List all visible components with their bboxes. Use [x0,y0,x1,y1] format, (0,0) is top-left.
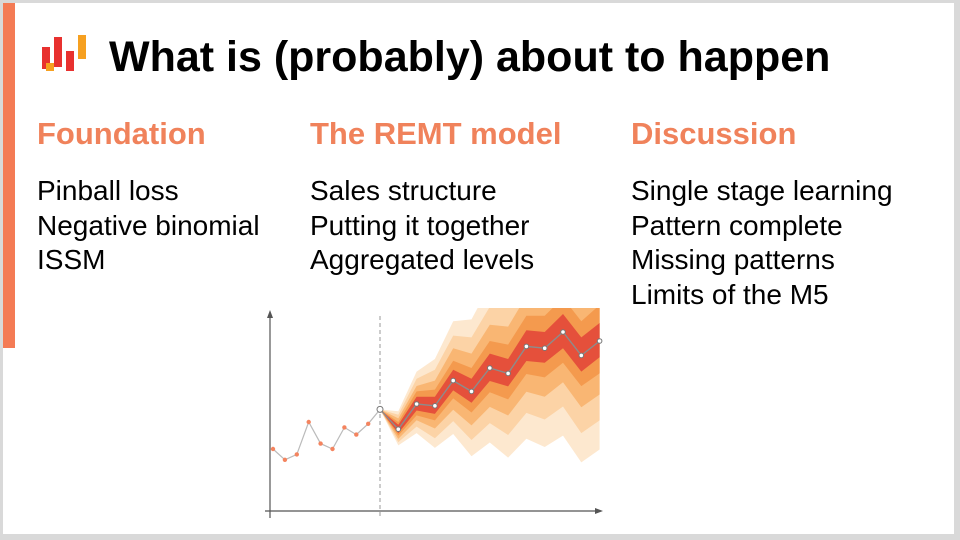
history-point [366,421,371,426]
forecast-point [450,377,456,384]
column-heading: The REMT model [310,116,562,151]
forecast-point [596,338,603,344]
page-title: What is (probably) about to happen [109,33,831,81]
history-point [294,452,299,457]
history-point [330,446,335,452]
list-item: Sales structure [310,175,497,206]
list-item: Limits of the M5 [631,278,829,310]
forecast-point [578,352,585,359]
bar-chart-logo-icon [42,35,86,71]
list-item: Pinball loss [37,175,179,206]
accent-bar [3,3,15,348]
list-item: Putting it together [310,209,530,241]
x-axis-arrow-icon [595,508,603,514]
history-point [282,457,288,462]
column-heading: Discussion [631,116,797,151]
history-line [272,409,381,461]
column-remt-model: The REMT model Sales structure Putting i… [310,116,561,278]
list-item: Missing patterns [631,244,835,275]
forecast-point [505,370,511,377]
forecast-point [413,401,420,407]
forecast-point [432,403,438,409]
forecast-point [487,365,493,371]
history-point [318,441,323,446]
list-item: Pattern complete [631,209,843,241]
column-foundation: Foundation Pinball loss Negative binomia… [37,116,260,278]
history-point [306,419,311,425]
slide: What is (probably) about to happen Found… [3,3,954,534]
fade-overlay [563,308,633,508]
column-heading: Foundation [37,116,206,151]
forecast-start-point [376,405,384,413]
column-discussion: Discussion Single stage learning Pattern… [631,116,893,312]
forecast-point [560,329,566,335]
forecast-point [541,345,548,352]
list-item: ISSM [37,244,106,275]
list-item: Aggregated levels [310,244,535,275]
list-item: Negative binomial [37,209,260,241]
forecast-point [395,426,402,432]
forecast-point [468,388,475,395]
forecast-fan-chart [265,308,633,518]
history-point [342,425,347,430]
y-axis-arrow-icon [267,310,273,318]
history-point [354,432,359,437]
history-point [270,446,276,452]
forecast-point [523,343,530,350]
list-item: Single stage learning [631,175,893,206]
